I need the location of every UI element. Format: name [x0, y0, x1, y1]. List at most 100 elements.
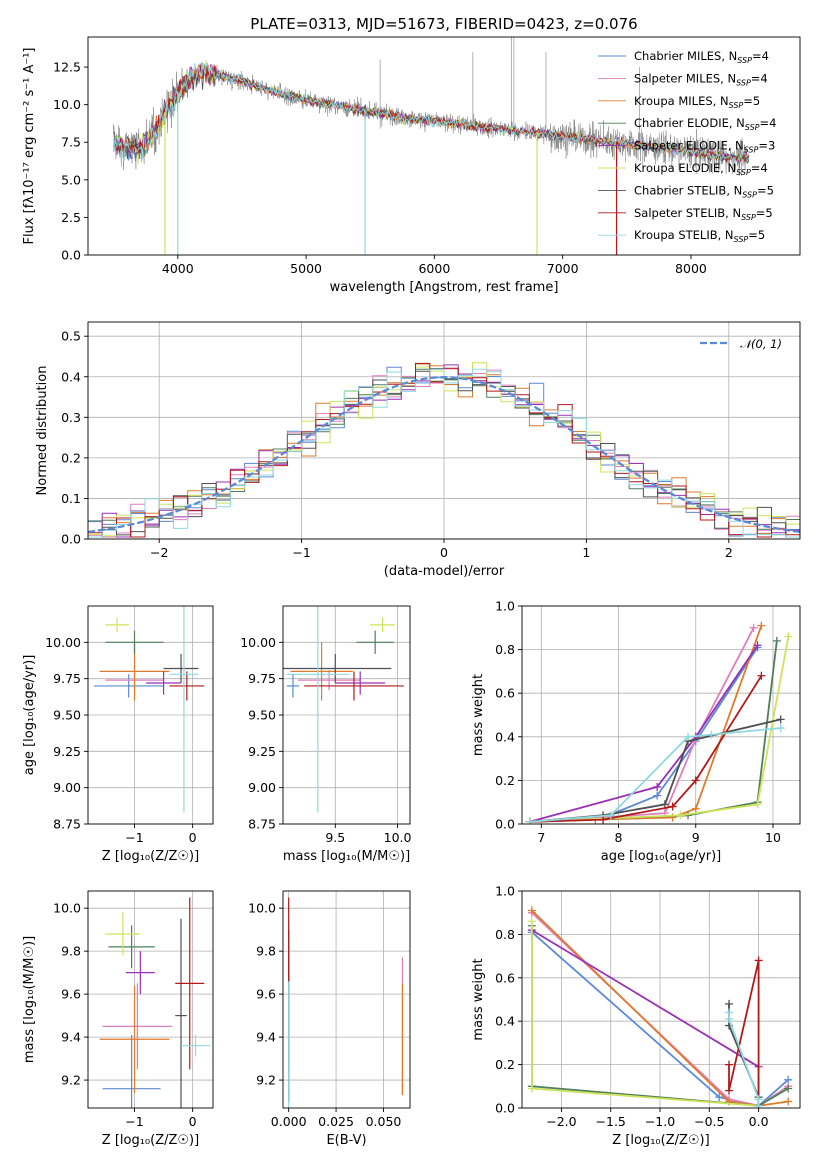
- data-point-marker: [525, 817, 534, 824]
- series-kroupa_elodie: [525, 632, 793, 824]
- legend-label-sub: SSP: [736, 168, 751, 177]
- x-tick-label: 0.025: [318, 1114, 354, 1129]
- y-axis-label: mass weight: [471, 958, 486, 1040]
- x-tick-label: 5000: [290, 261, 322, 276]
- x-tick-label: 4000: [162, 261, 194, 276]
- data-point-marker: [757, 621, 766, 630]
- y-tick-label: 10.00: [45, 635, 81, 650]
- legend-label-main: Kroupa STELIB, N: [634, 228, 734, 242]
- y-tick-label: 9.00: [53, 780, 81, 795]
- series-salpeter_stelib: [725, 956, 763, 1108]
- x-tick-label: 9: [692, 830, 700, 845]
- data-point-marker: [676, 811, 685, 820]
- y-tick-label: 0.8: [495, 642, 515, 657]
- errorbar-point-kroupa_miles: [290, 642, 353, 701]
- y-tick-label: 0.0: [495, 1101, 515, 1116]
- x-tick-label: −1: [125, 1114, 143, 1129]
- errorbar-point-salpeter_miles: [297, 669, 361, 691]
- y-tick-label: 9.2: [61, 1073, 81, 1088]
- errorbar-point-kroupa_stelib: [169, 606, 199, 813]
- series-line: [529, 727, 781, 823]
- y-tick-label: 0.2: [495, 1057, 515, 1072]
- x-tick-label: −1.0: [645, 1114, 675, 1129]
- data-point-marker: [754, 1101, 763, 1108]
- x-tick-label: −2: [150, 545, 168, 560]
- legend-label-main: Salpeter STELIB, N: [634, 206, 741, 220]
- series-line: [531, 929, 760, 1106]
- x-tick-label: −1: [292, 545, 310, 560]
- y-tick-label: 0.6: [495, 970, 515, 985]
- legend-label-main: Salpeter ELODIE, N: [634, 139, 744, 153]
- y-axis-label: age [log₁₀(age/yr)]: [22, 655, 37, 776]
- grid-mass_vs_ebv: [283, 891, 410, 1108]
- axes-frame: [282, 890, 411, 1109]
- errorbar-point-chabrier_elodie: [356, 630, 394, 654]
- axes-age_vs_z: −1 0 8.75 9.00 9.25 9.50 9.75 10.00 Z [log₁₀(Z/Z…: [22, 605, 214, 864]
- y-tick-label: 0.0: [61, 532, 81, 547]
- x-tick-label: −1.5: [596, 1114, 626, 1129]
- series-chabrier_miles: [525, 643, 762, 824]
- y-tick-label: 0.1: [61, 491, 81, 506]
- y-tick-label: 0.5: [61, 329, 81, 344]
- errorbar-point-kroupa_stelib: [286, 606, 349, 813]
- legend-label-sub: SSP: [729, 101, 744, 110]
- series-line: [531, 921, 759, 1107]
- x-tick-label: 8000: [675, 261, 707, 276]
- data-point-marker: [725, 999, 734, 1008]
- series-line: [728, 960, 760, 1106]
- errorbar-point-salpeter_elodie: [335, 671, 386, 695]
- data-point-marker: [776, 715, 785, 724]
- y-tick-label: 0.4: [495, 1014, 515, 1029]
- errorbar-point-chabrier_stelib: [175, 918, 187, 1108]
- data-point-marker: [668, 802, 677, 811]
- legend-label-suffix: =4: [751, 71, 768, 85]
- grid-age_vs_mass: [283, 606, 410, 825]
- y-tick-label: 10.0: [53, 97, 81, 112]
- errorbar-point-chabrier_miles: [102, 1034, 161, 1108]
- legend-label-sub: SSP: [744, 146, 759, 155]
- x-axis-label: (data-model)/error: [384, 564, 505, 579]
- legend-label: Kroupa ELODIE, NSSP=4: [634, 161, 768, 177]
- y-tick-label: 9.2: [256, 1073, 276, 1088]
- y-tick-label: 9.6: [61, 987, 81, 1002]
- data-point-marker: [527, 1084, 536, 1093]
- data-point-marker: [653, 782, 662, 791]
- y-tick-label: 12.5: [53, 60, 81, 75]
- y-tick-label: 9.00: [248, 780, 276, 795]
- errorbar-point-chabrier_elodie: [105, 630, 164, 654]
- data-point-marker: [725, 1015, 734, 1024]
- legend-label-suffix: =4: [760, 116, 777, 130]
- x-tick-label: −1: [125, 830, 143, 845]
- y-tick-label: 7.5: [61, 135, 81, 150]
- errorbar-point-salpeter_elodie: [146, 671, 182, 695]
- series-salpeter_miles: [525, 623, 758, 824]
- data-point-marker: [527, 906, 536, 915]
- x-tick-label: 0: [189, 1114, 197, 1129]
- legend-label-sub: SSP: [737, 56, 752, 65]
- legend-label-sub: SSP: [742, 190, 757, 199]
- series-line: [529, 644, 759, 823]
- data-point-marker: [784, 1084, 793, 1093]
- errorbar-point-kroupa_elodie: [370, 617, 396, 633]
- axes-frame: [521, 890, 801, 1109]
- errorbar-point-kroupa_elodie: [105, 617, 129, 633]
- grid-residuals: [88, 322, 800, 540]
- axes-mass_vs_ebv: 0.000 0.025 0.050 9.2 9.4 9.6 9.8 10.0 E(B-V): [248, 890, 411, 1148]
- x-tick-label: 0.000: [271, 1114, 307, 1129]
- y-tick-label: 9.75: [53, 671, 81, 686]
- series-line: [529, 627, 755, 823]
- legend-label: Kroupa STELIB, NSSP=5: [634, 228, 765, 244]
- axes-frame: [282, 605, 411, 825]
- y-tick-label: 9.8: [61, 944, 81, 959]
- x-tick-label: 10: [765, 830, 781, 845]
- x-tick-label: 0.050: [366, 1114, 402, 1129]
- errorbar-point-salpeter_stelib: [169, 671, 205, 701]
- legend-label: Salpeter MILES, NSSP=4: [634, 71, 768, 87]
- x-tick-label: −0.5: [694, 1114, 724, 1129]
- legend-entry: Kroupa STELIB, NSSP=5: [598, 228, 765, 244]
- series-line: [728, 1003, 760, 1106]
- y-axis-label: Flux [fλ10⁻¹⁷ erg cm⁻² s⁻¹ A⁻¹]: [22, 48, 37, 245]
- axes-residuals: −2 −1 0 1 2 0.0 0.1 0.2 0.3 0.4 0.5 (data-model)/er…: [35, 321, 801, 579]
- errorbar-point-kroupa_elodie: [105, 912, 141, 956]
- data-point-marker: [784, 632, 793, 641]
